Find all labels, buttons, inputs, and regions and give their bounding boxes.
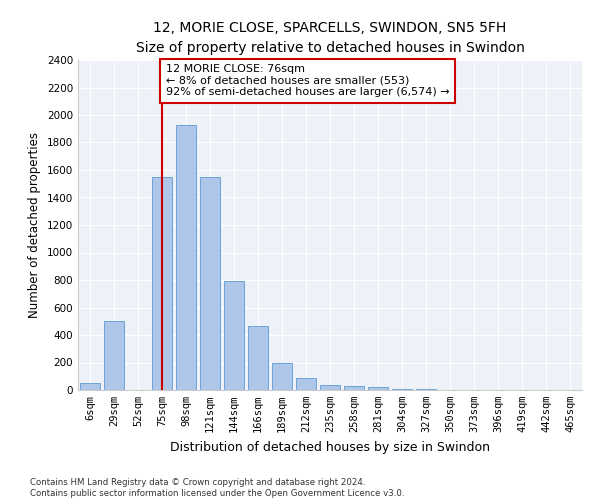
- Bar: [320, 385, 340, 390]
- Bar: [272, 363, 292, 390]
- Text: Contains HM Land Registry data © Crown copyright and database right 2024.
Contai: Contains HM Land Registry data © Crown c…: [30, 478, 404, 498]
- Title: 12, MORIE CLOSE, SPARCELLS, SWINDON, SN5 5FH
Size of property relative to detach: 12, MORIE CLOSE, SPARCELLS, SWINDON, SN5…: [136, 21, 524, 54]
- Bar: [152, 177, 172, 390]
- Bar: [200, 177, 220, 390]
- Y-axis label: Number of detached properties: Number of detached properties: [28, 132, 41, 318]
- Bar: [296, 378, 316, 390]
- Bar: [248, 326, 268, 390]
- Bar: [368, 387, 388, 390]
- Bar: [224, 282, 244, 390]
- X-axis label: Distribution of detached houses by size in Swindon: Distribution of detached houses by size …: [170, 440, 490, 454]
- Bar: [104, 322, 124, 390]
- Bar: [344, 386, 364, 390]
- Bar: [80, 383, 100, 390]
- Bar: [176, 124, 196, 390]
- Text: 12 MORIE CLOSE: 76sqm
← 8% of detached houses are smaller (553)
92% of semi-deta: 12 MORIE CLOSE: 76sqm ← 8% of detached h…: [166, 64, 449, 98]
